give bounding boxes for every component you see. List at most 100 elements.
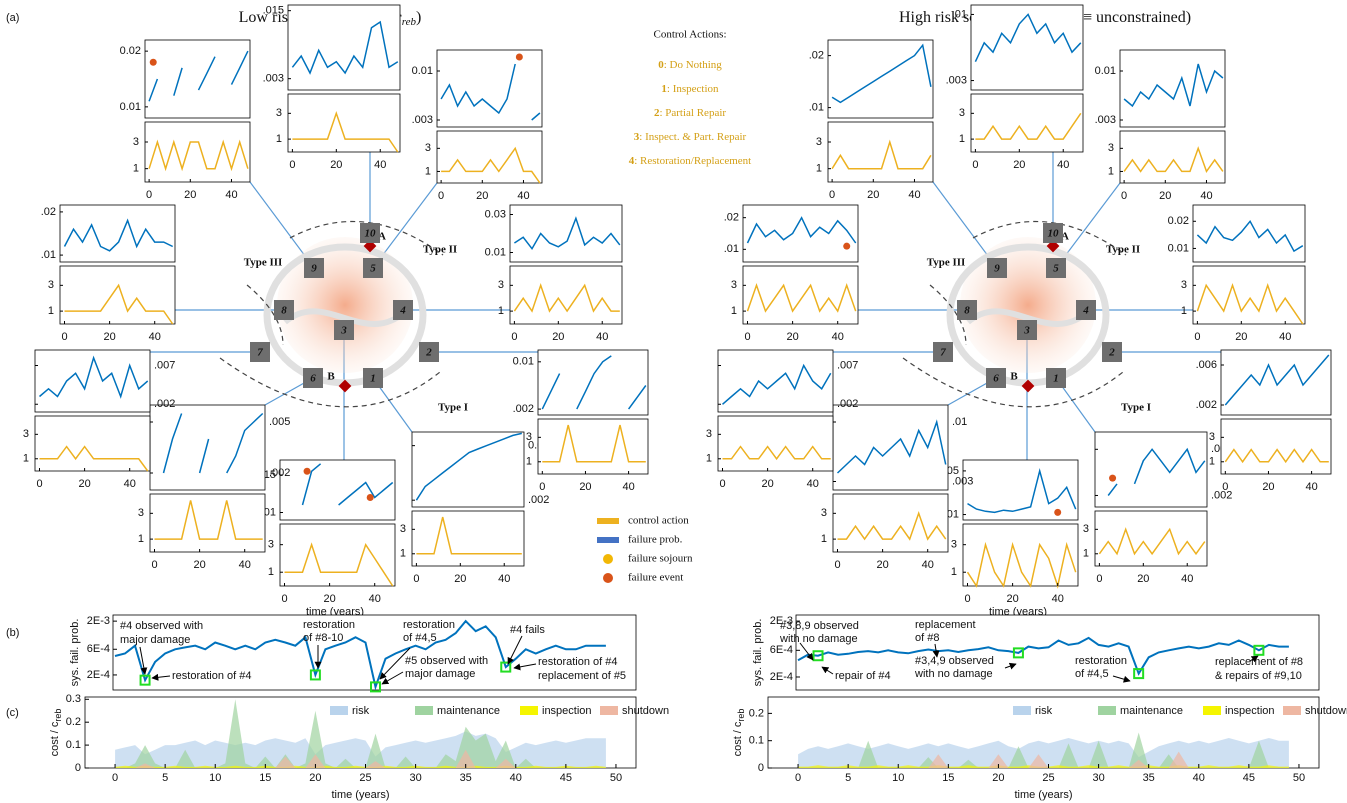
x-axis-title: time (years) bbox=[331, 789, 389, 801]
x-tick-label: 0 bbox=[151, 559, 157, 571]
legend-label: shutdown bbox=[1305, 705, 1347, 717]
legend-label: inspection bbox=[542, 705, 592, 717]
y-tick-label: 1 bbox=[48, 305, 54, 317]
inset-frame bbox=[1095, 511, 1207, 566]
annotation: restoration of #4 bbox=[538, 656, 618, 668]
x-tick-label: 0 bbox=[1222, 481, 1228, 493]
inset-frame bbox=[35, 416, 150, 471]
x-tick-label: 20 bbox=[876, 559, 888, 571]
node-label: 6 bbox=[993, 373, 999, 385]
x-tick-label: 0 bbox=[36, 478, 42, 490]
x-tick-label: 25 bbox=[1042, 772, 1054, 784]
y-axis-title: cost / creb bbox=[49, 709, 63, 757]
y-axis-title-part: cost / c bbox=[49, 721, 61, 756]
x-tick-label: 0 bbox=[1121, 190, 1127, 202]
type-label: Type III bbox=[927, 257, 966, 269]
y-tick-label: 3 bbox=[276, 107, 282, 119]
y-tick-label: 2E-3 bbox=[87, 615, 110, 627]
title-part: ≡ unconstrained) bbox=[1079, 9, 1191, 26]
x-tick-label: 20 bbox=[1235, 331, 1247, 343]
legend-label: shutdown bbox=[622, 705, 669, 717]
node-label: 2 bbox=[1108, 347, 1115, 359]
inset-frame bbox=[718, 416, 833, 471]
y-tick-label: .003 bbox=[952, 475, 973, 487]
y-tick-label: 0.02 bbox=[1168, 215, 1189, 227]
annotation: replacement bbox=[915, 619, 976, 631]
y-tick-label: 0.01 bbox=[1095, 65, 1116, 77]
y-tick-label: 3 bbox=[706, 428, 712, 440]
y-tick-label: 0.1 bbox=[749, 735, 764, 747]
y-tick-label: 0.01 bbox=[513, 356, 534, 368]
y-tick-label: 3 bbox=[731, 279, 737, 291]
legend-swatch bbox=[330, 706, 348, 715]
x-tick-label: 40 bbox=[374, 159, 386, 171]
annotation: #3,4,9 observed bbox=[915, 655, 994, 667]
y-tick-label: 0 bbox=[75, 762, 81, 774]
x-tick-label: 20 bbox=[579, 481, 591, 493]
y-tick-label: 0.03 bbox=[485, 208, 506, 220]
inset-frame bbox=[1193, 205, 1305, 262]
y-axis-title-part: reb bbox=[736, 709, 746, 722]
annotation: of #4,5 bbox=[1075, 668, 1109, 680]
x-tick-label: 0 bbox=[834, 559, 840, 571]
node-label: 7 bbox=[940, 347, 946, 359]
y-tick-label: 1 bbox=[1108, 165, 1114, 177]
failure-event bbox=[516, 54, 523, 61]
y-tick-label: 1 bbox=[138, 533, 144, 545]
x-tick-label: 20 bbox=[103, 331, 115, 343]
y-tick-label: 3 bbox=[821, 507, 827, 519]
inset-frame bbox=[833, 405, 948, 490]
x-tick-label: 40 bbox=[225, 189, 237, 201]
legend-label: maintenance bbox=[437, 705, 500, 717]
y-tick-label: 1 bbox=[526, 456, 532, 468]
x-tick-label: 20 bbox=[1262, 481, 1274, 493]
y-tick-label: 3 bbox=[951, 539, 957, 551]
x-tick-label: 40 bbox=[369, 593, 381, 605]
x-tick-label: 20 bbox=[323, 593, 335, 605]
y-tick-label: 1 bbox=[821, 533, 827, 545]
y-tick-label: 0.2 bbox=[749, 707, 764, 719]
x-tick-label: 20 bbox=[786, 331, 798, 343]
annotation: with no damage bbox=[914, 668, 993, 680]
y-tick-label: 2E-4 bbox=[770, 671, 793, 683]
y-tick-label: 0.2 bbox=[66, 716, 81, 728]
action-label: : Inspection bbox=[667, 83, 719, 95]
y-tick-label: 1 bbox=[959, 133, 965, 145]
failure-event bbox=[304, 468, 311, 475]
y-tick-label: 0 bbox=[758, 762, 764, 774]
failure-event bbox=[150, 59, 157, 66]
y-tick-label: 3 bbox=[1083, 523, 1089, 535]
x-tick-label: 40 bbox=[239, 559, 251, 571]
x-tick-label: 40 bbox=[596, 331, 608, 343]
failure-event bbox=[367, 494, 374, 501]
x-tick-label: 20 bbox=[78, 478, 90, 490]
y-tick-label: 1 bbox=[425, 165, 431, 177]
legend-label: maintenance bbox=[1120, 705, 1183, 717]
inset-frame bbox=[280, 524, 395, 586]
y-axis-title: cost / creb bbox=[732, 709, 746, 757]
y-tick-label: 3 bbox=[498, 279, 504, 291]
annotation: restoration bbox=[303, 619, 355, 631]
legend-label: risk bbox=[1035, 705, 1053, 717]
y-tick-label: .003 bbox=[946, 74, 967, 86]
action-label: : Do Nothing bbox=[664, 59, 723, 71]
x-tick-label: 0 bbox=[972, 159, 978, 171]
x-tick-label: 40 bbox=[807, 478, 819, 490]
x-tick-label: 40 bbox=[1200, 190, 1212, 202]
y-tick-label: .01 bbox=[952, 8, 967, 20]
annotation: restoration bbox=[403, 619, 455, 631]
x-tick-label: 5 bbox=[162, 772, 168, 784]
panel-label: (a) bbox=[6, 12, 19, 24]
y-tick-label: 1 bbox=[276, 133, 282, 145]
x-tick-label: 40 bbox=[1279, 331, 1291, 343]
node-label: 9 bbox=[311, 263, 317, 275]
x-tick-label: 40 bbox=[1181, 573, 1193, 585]
x-tick-label: 0 bbox=[146, 189, 152, 201]
panel-label: (b) bbox=[6, 627, 19, 639]
y-tick-label: .015 bbox=[263, 5, 284, 17]
y-tick-label: 1 bbox=[1209, 456, 1215, 468]
legend-label: inspection bbox=[1225, 705, 1275, 717]
annotation: restoration bbox=[1075, 655, 1127, 667]
y-tick-label: 3 bbox=[23, 428, 29, 440]
inset-frame bbox=[510, 205, 622, 262]
